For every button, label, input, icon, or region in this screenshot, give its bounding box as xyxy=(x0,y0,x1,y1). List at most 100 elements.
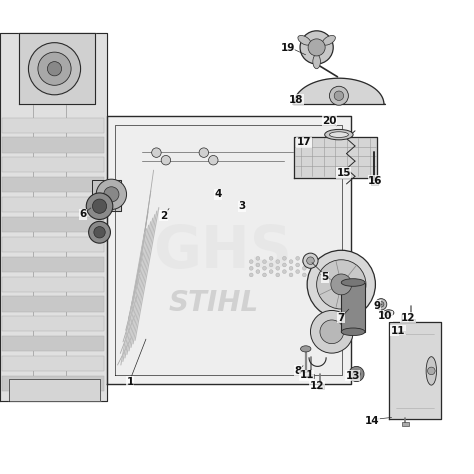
Circle shape xyxy=(249,266,253,270)
Circle shape xyxy=(296,263,300,267)
Ellipse shape xyxy=(341,279,365,286)
Circle shape xyxy=(276,273,280,277)
Circle shape xyxy=(320,320,344,344)
Circle shape xyxy=(334,91,344,100)
Text: 9: 9 xyxy=(374,301,381,311)
Bar xyxy=(2,217,104,232)
Bar xyxy=(402,422,409,426)
Text: 12: 12 xyxy=(310,381,324,392)
Polygon shape xyxy=(107,116,351,384)
Circle shape xyxy=(89,221,110,243)
Text: 4: 4 xyxy=(214,189,222,200)
Circle shape xyxy=(283,256,286,260)
Text: 6: 6 xyxy=(79,209,87,219)
Circle shape xyxy=(353,370,360,378)
Bar xyxy=(2,197,104,212)
Polygon shape xyxy=(115,125,342,375)
Circle shape xyxy=(296,270,300,273)
Circle shape xyxy=(331,274,352,295)
Circle shape xyxy=(209,155,218,165)
Polygon shape xyxy=(92,180,121,211)
Circle shape xyxy=(307,250,375,319)
Polygon shape xyxy=(19,33,95,104)
Circle shape xyxy=(38,52,71,85)
Polygon shape xyxy=(294,137,377,178)
Ellipse shape xyxy=(341,328,365,336)
Circle shape xyxy=(289,260,293,264)
Circle shape xyxy=(263,273,266,277)
Circle shape xyxy=(249,273,253,277)
Bar xyxy=(2,276,104,292)
Text: 20: 20 xyxy=(322,116,337,126)
Text: 10: 10 xyxy=(378,311,392,321)
Text: 8: 8 xyxy=(294,365,301,376)
Polygon shape xyxy=(9,379,100,401)
Circle shape xyxy=(199,148,209,157)
Circle shape xyxy=(96,179,127,210)
Bar xyxy=(2,157,104,173)
Ellipse shape xyxy=(313,55,320,69)
Circle shape xyxy=(378,301,384,307)
Ellipse shape xyxy=(325,129,353,140)
Text: 14: 14 xyxy=(365,416,380,426)
Circle shape xyxy=(269,270,273,273)
Text: 1: 1 xyxy=(127,376,134,387)
Text: 3: 3 xyxy=(238,201,246,211)
Ellipse shape xyxy=(426,357,437,385)
Circle shape xyxy=(152,148,161,157)
Ellipse shape xyxy=(322,36,336,45)
Bar xyxy=(2,356,104,371)
Circle shape xyxy=(94,227,105,238)
Circle shape xyxy=(375,299,387,310)
Text: 11: 11 xyxy=(300,370,314,381)
Text: 5: 5 xyxy=(321,272,328,283)
Circle shape xyxy=(263,260,266,264)
Bar xyxy=(318,385,324,389)
Circle shape xyxy=(349,366,364,382)
Circle shape xyxy=(256,263,260,267)
Text: 13: 13 xyxy=(346,371,360,381)
Bar xyxy=(2,177,104,192)
Ellipse shape xyxy=(329,132,348,137)
Bar xyxy=(2,118,104,133)
Circle shape xyxy=(92,199,107,213)
Polygon shape xyxy=(293,78,385,104)
Circle shape xyxy=(329,86,348,105)
Circle shape xyxy=(256,256,260,260)
Circle shape xyxy=(302,260,306,264)
Text: 2: 2 xyxy=(160,210,167,221)
Bar xyxy=(2,237,104,252)
Bar xyxy=(371,180,378,185)
Circle shape xyxy=(263,266,266,270)
Circle shape xyxy=(289,266,293,270)
Text: GHS: GHS xyxy=(154,223,292,280)
Circle shape xyxy=(428,367,435,374)
Text: 16: 16 xyxy=(368,175,383,186)
Circle shape xyxy=(310,310,353,353)
Text: 7: 7 xyxy=(337,312,345,323)
Bar xyxy=(2,137,104,153)
Circle shape xyxy=(303,253,318,268)
Circle shape xyxy=(276,266,280,270)
Circle shape xyxy=(300,31,333,64)
Ellipse shape xyxy=(386,311,391,315)
Circle shape xyxy=(161,155,171,165)
Text: STIHL: STIHL xyxy=(168,289,258,318)
Bar xyxy=(308,374,314,378)
Text: 15: 15 xyxy=(337,168,351,178)
Circle shape xyxy=(296,256,300,260)
Circle shape xyxy=(269,256,273,260)
Circle shape xyxy=(308,39,325,56)
Bar xyxy=(2,376,104,391)
Text: 17: 17 xyxy=(297,137,311,147)
Circle shape xyxy=(283,270,286,273)
Polygon shape xyxy=(389,322,441,419)
Circle shape xyxy=(104,187,119,202)
Circle shape xyxy=(28,43,81,95)
Circle shape xyxy=(302,273,306,277)
Polygon shape xyxy=(0,33,107,401)
Text: 18: 18 xyxy=(289,94,303,105)
Ellipse shape xyxy=(298,36,311,45)
Circle shape xyxy=(249,260,253,264)
Circle shape xyxy=(47,62,62,76)
